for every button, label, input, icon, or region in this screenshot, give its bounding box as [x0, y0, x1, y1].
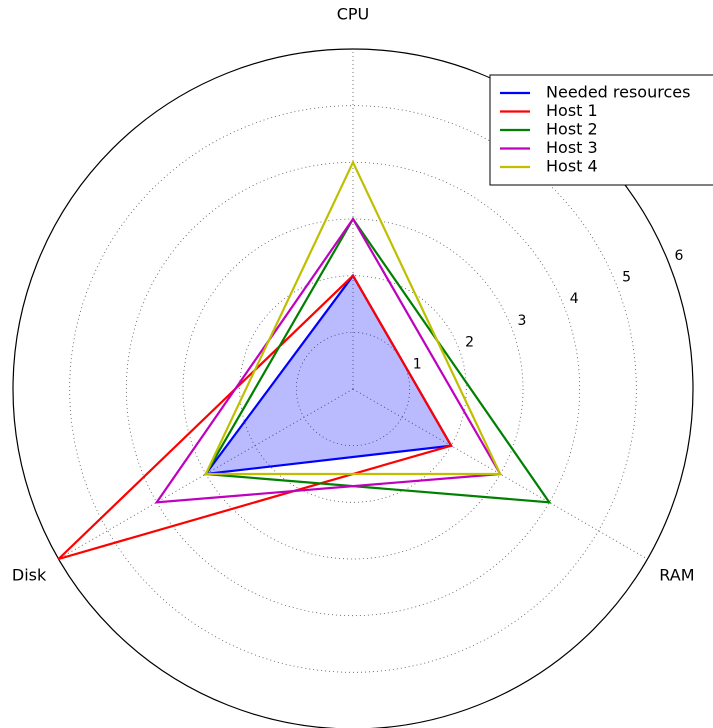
grid-ring [295, 331, 411, 447]
series-polygon [204, 159, 502, 476]
legend-label: Host 4 [546, 157, 598, 176]
category-label: RAM [659, 566, 694, 585]
legend-label: Needed resources [546, 83, 690, 102]
legend-label: Host 2 [546, 120, 598, 139]
series-polygon [203, 216, 552, 504]
category-label: CPU [337, 5, 370, 24]
spoke [352, 388, 648, 560]
grid-ring [69, 105, 637, 673]
legend-label: Host 1 [546, 101, 598, 120]
grid-ring [239, 275, 467, 503]
series-polygon [154, 216, 503, 504]
r-tick-label: 6 [675, 248, 684, 264]
category-label: Disk [12, 566, 47, 585]
r-tick-label: 5 [622, 270, 631, 286]
r-tick-label: 3 [517, 313, 526, 329]
series-polygon [57, 273, 453, 561]
legend-label: Host 3 [546, 138, 598, 157]
grid-ring [125, 161, 581, 617]
spoke [58, 388, 354, 560]
r-tick-label: 4 [570, 291, 579, 307]
series-polygon [203, 273, 453, 476]
r-tick-label: 1 [413, 356, 422, 372]
outer-ring [12, 48, 694, 728]
r-tick-label: 2 [465, 335, 474, 351]
